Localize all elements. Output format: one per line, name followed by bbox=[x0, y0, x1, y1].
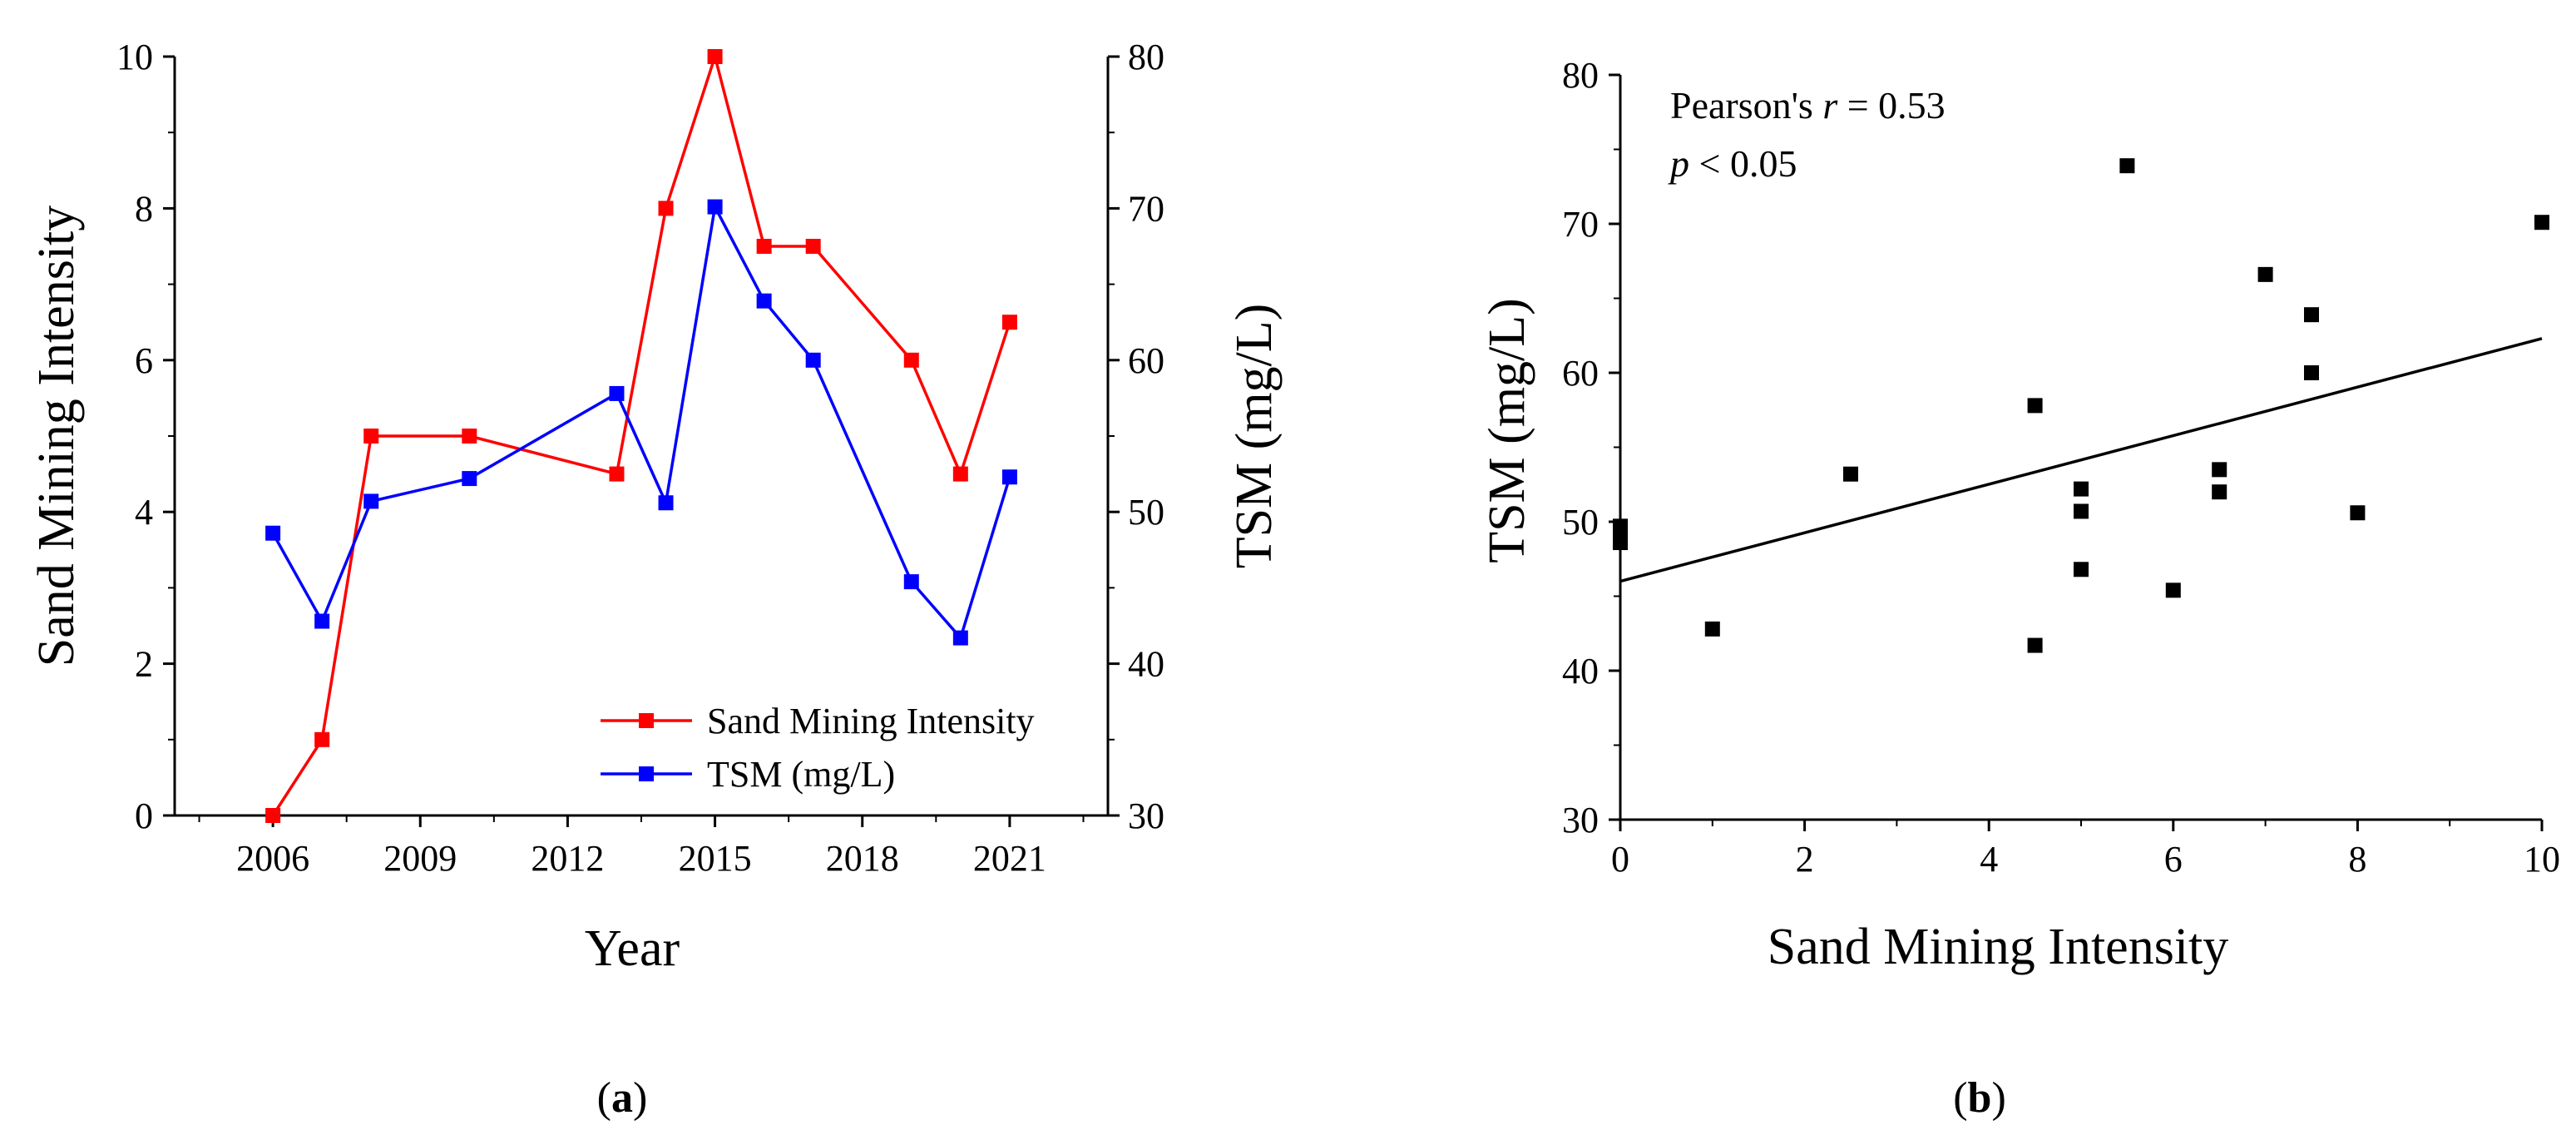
scatter-point bbox=[2534, 215, 2549, 230]
y-tick-label: 50 bbox=[1562, 502, 1599, 543]
scatter-point bbox=[2257, 266, 2273, 282]
data-point-tsm bbox=[707, 199, 723, 215]
x-axis-title: Year bbox=[585, 920, 680, 977]
left-y-tick-label: 2 bbox=[135, 644, 153, 685]
panel-a-line-chart: 0 2 4 6 8 10 30 40 50 60 70 80 2006 2009 2012 2015 2018 2… bbox=[28, 37, 1283, 1122]
scatter-point bbox=[2212, 484, 2227, 500]
regression-line bbox=[1619, 337, 2543, 583]
legend-label: TSM (mg/L) bbox=[707, 754, 895, 795]
y-axis-title: TSM (mg/L) bbox=[1479, 298, 1535, 563]
x-tick-label: 8 bbox=[2348, 839, 2366, 880]
panel-label-b: (b) bbox=[1953, 1074, 2006, 1122]
scatter-point bbox=[2165, 582, 2181, 598]
x-tick-label: 6 bbox=[2164, 839, 2183, 880]
left-y-tick-label: 4 bbox=[135, 492, 153, 533]
data-point-sand-mining bbox=[265, 808, 281, 823]
x-tick-label: 2018 bbox=[826, 838, 899, 879]
annotation-p-value: p < 0.05 bbox=[1668, 142, 1797, 185]
x-tick-label: 2006 bbox=[236, 838, 309, 879]
scatter-point bbox=[1843, 466, 1858, 482]
annotation-pearson: Pearson's r = 0.53 bbox=[1670, 84, 1946, 126]
scatter-point bbox=[2304, 307, 2319, 323]
data-point-sand-mining bbox=[805, 239, 821, 254]
panel-label-a: (a) bbox=[597, 1074, 648, 1122]
panel-b-scatter-chart: 30 40 50 60 70 80 0 2 4 6 8 10 Sand Mining Intensity… bbox=[1479, 55, 2560, 1122]
x-tick-label: 2012 bbox=[531, 838, 604, 879]
legend-marker bbox=[639, 713, 654, 728]
y-tick-label: 30 bbox=[1562, 800, 1599, 840]
x-tick-label: 2021 bbox=[973, 838, 1046, 879]
series-line-tsm bbox=[271, 202, 1011, 642]
scatter-point bbox=[2074, 481, 2089, 497]
legend-marker bbox=[639, 766, 654, 781]
left-y-tick-label: 10 bbox=[116, 37, 153, 77]
series-line-sand-mining bbox=[271, 51, 1011, 816]
x-tick-label: 4 bbox=[1980, 839, 1998, 880]
x-tick-label: 0 bbox=[1611, 839, 1629, 880]
data-point-tsm bbox=[805, 352, 821, 368]
scatter-point bbox=[2074, 503, 2089, 519]
scatter-point bbox=[2074, 562, 2089, 577]
left-y-tick-label: 6 bbox=[135, 340, 153, 381]
left-y-tick-label: 0 bbox=[135, 796, 153, 836]
data-point-tsm bbox=[1001, 469, 1017, 485]
data-point-tsm bbox=[265, 525, 281, 541]
right-y-tick-label: 30 bbox=[1128, 796, 1164, 836]
scatter-point bbox=[1704, 621, 1720, 637]
data-point-tsm bbox=[462, 471, 477, 487]
scatter-point bbox=[2119, 158, 2135, 174]
x-axis-title: Sand Mining Intensity bbox=[1768, 919, 2229, 975]
data-point-tsm bbox=[314, 613, 330, 629]
right-y-tick-label: 60 bbox=[1128, 340, 1164, 381]
y-tick-label: 40 bbox=[1562, 651, 1599, 691]
data-point-sand-mining bbox=[363, 429, 379, 444]
legend-label: Sand Mining Intensity bbox=[707, 701, 1035, 741]
data-point-tsm bbox=[363, 493, 379, 509]
y-tick-label: 70 bbox=[1562, 204, 1599, 245]
data-point-sand-mining bbox=[756, 239, 772, 254]
data-point-sand-mining bbox=[952, 466, 968, 482]
left-y-axis-title: Sand Mining Intensity bbox=[28, 206, 85, 667]
data-point-sand-mining bbox=[903, 352, 919, 368]
data-point-sand-mining bbox=[707, 49, 723, 64]
data-point-tsm bbox=[609, 385, 625, 401]
right-y-axis-title: TSM (mg/L) bbox=[1226, 304, 1283, 569]
data-point-sand-mining bbox=[658, 201, 674, 216]
right-y-tick-label: 80 bbox=[1128, 37, 1164, 77]
data-point-sand-mining bbox=[314, 731, 330, 747]
scatter-point bbox=[2304, 365, 2319, 380]
scatter-point bbox=[1613, 518, 1628, 534]
x-tick-label: 2009 bbox=[383, 838, 457, 879]
data-point-sand-mining bbox=[462, 429, 477, 444]
data-point-sand-mining bbox=[609, 466, 625, 482]
y-tick-label: 80 bbox=[1562, 55, 1599, 96]
left-y-tick-label: 8 bbox=[135, 188, 153, 229]
x-tick-label: 2015 bbox=[679, 838, 752, 879]
y-tick-label: 60 bbox=[1562, 353, 1599, 394]
right-y-tick-label: 70 bbox=[1128, 188, 1164, 229]
right-y-tick-label: 50 bbox=[1128, 492, 1164, 533]
data-point-tsm bbox=[952, 630, 968, 646]
x-tick-label: 10 bbox=[2524, 839, 2560, 880]
data-point-tsm bbox=[903, 574, 919, 590]
x-tick-label: 2 bbox=[1796, 839, 1814, 880]
data-point-tsm bbox=[756, 293, 772, 309]
right-y-tick-label: 40 bbox=[1128, 644, 1164, 685]
scatter-point bbox=[2350, 505, 2366, 521]
scatter-point bbox=[2212, 462, 2227, 478]
scatter-point bbox=[2027, 637, 2043, 653]
data-point-sand-mining bbox=[1001, 315, 1017, 330]
scatter-point bbox=[2027, 398, 2043, 414]
data-point-tsm bbox=[658, 495, 674, 511]
